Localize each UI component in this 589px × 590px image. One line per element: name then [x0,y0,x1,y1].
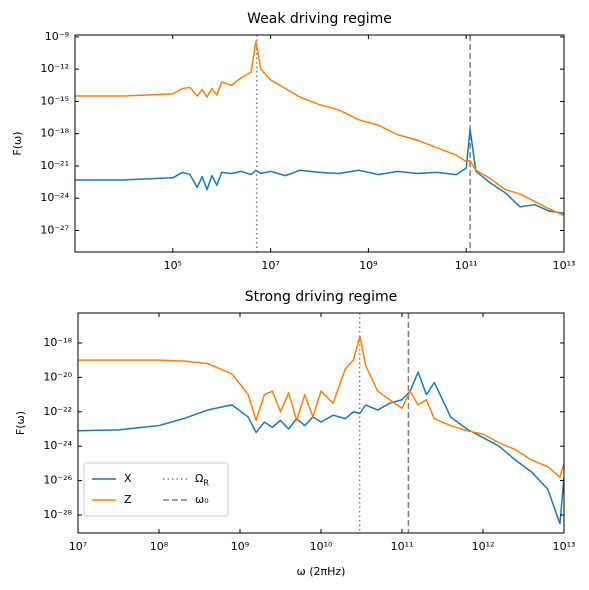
y-tick-label: 10⁻¹⁸ [43,336,72,349]
y-tick-label: 10⁻²⁰ [43,370,72,383]
y-tick-label: 10⁻¹⁵ [40,94,69,107]
x-tick-label: 10¹³ [553,540,576,553]
x-tick-label: 10⁷ [261,259,279,272]
axes-frame [74,34,565,253]
x-tick-label: 10¹² [472,540,495,553]
series-line [78,371,564,525]
legend-label: ω₀ [195,493,209,506]
y-tick-label: 10⁻²⁴ [40,191,69,204]
x-axis-label: ω (2πHz) [297,565,346,578]
x-tick-label: 10⁷ [69,540,87,553]
y-tick-label: 10⁻⁹ [45,30,69,43]
chart-title: Weak driving regime [247,11,392,27]
y-tick-label: 10⁻²⁶ [43,474,72,487]
legend-label: Z [124,493,132,506]
y-tick-label: 10⁻¹⁸ [40,127,69,140]
x-tick-label: 10⁹ [359,259,377,272]
x-tick-label: 10⁹ [231,540,249,553]
legend-label-subscript: R [203,479,209,488]
x-tick-label: 10⁵ [164,259,182,272]
y-tick-label: 10⁻²⁸ [43,508,72,521]
x-tick-label: 10¹¹ [455,259,478,272]
x-tick-label: 10⁸ [150,540,169,553]
chart-title: Strong driving regime [245,289,398,305]
y-tick-label: 10⁻¹² [40,62,69,75]
y-tick-label: 10⁻²¹ [40,159,69,172]
series-line [78,335,564,478]
series-line [75,128,564,215]
y-tick-label: 10⁻²⁴ [43,439,72,452]
y-tick-label: 10⁻²⁷ [40,223,69,236]
y-axis-label: F(ω) [11,131,24,155]
x-tick-label: 10¹⁰ [310,540,333,553]
x-tick-label: 10¹³ [553,259,576,272]
y-tick-label: 10⁻²² [43,405,72,418]
x-tick-label: 10¹¹ [391,540,414,553]
y-axis-label: F(ω) [14,411,27,435]
legend-label: X [124,472,132,485]
legend-label: Ω [195,472,203,485]
legend-box [83,462,229,517]
series-line [75,40,564,217]
